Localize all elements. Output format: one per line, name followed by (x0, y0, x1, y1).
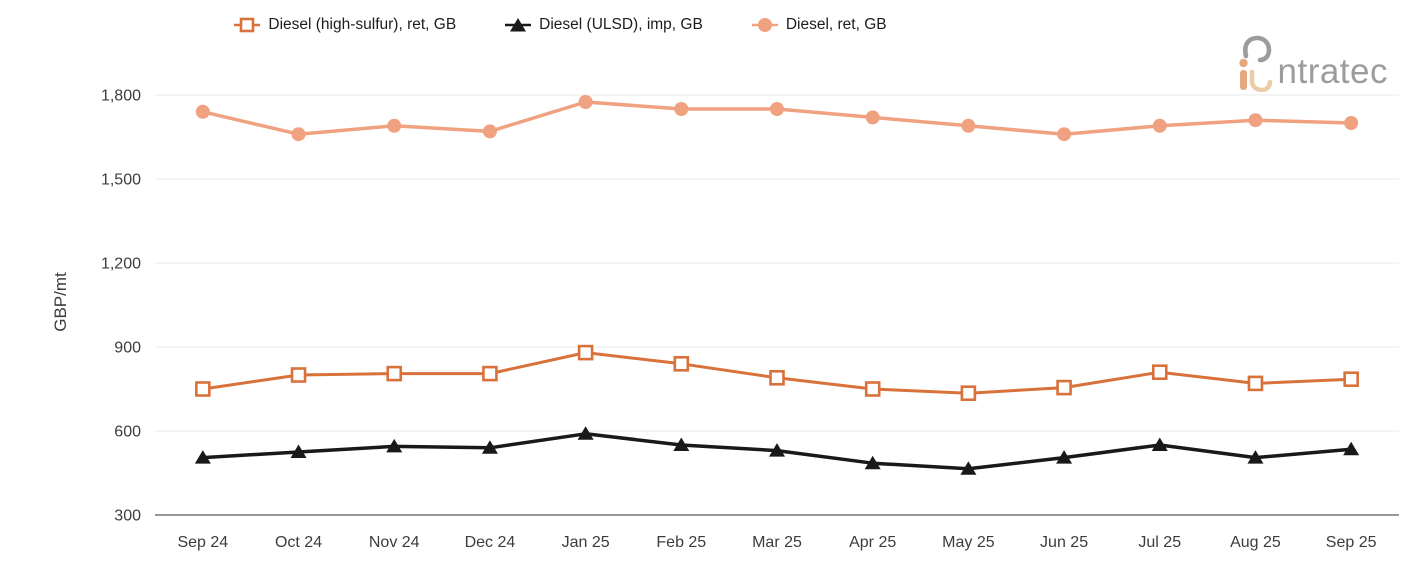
data-point[interactable] (674, 102, 689, 116)
data-point[interactable] (864, 455, 881, 470)
data-point[interactable] (673, 355, 690, 372)
legend-item-diesel-ulsd[interactable]: Diesel (ULSD), imp, GB (504, 16, 703, 34)
y-tick-label: 300 (114, 508, 141, 525)
data-point[interactable] (1248, 113, 1263, 128)
x-tick-label: May 25 (942, 534, 995, 551)
data-point[interactable] (577, 426, 594, 440)
x-tick-label: Apr 25 (849, 534, 896, 551)
y-tick-label: 900 (114, 340, 141, 357)
data-point[interactable] (481, 440, 498, 454)
data-point[interactable] (195, 104, 210, 119)
legend-circle (757, 18, 772, 32)
data-point[interactable] (960, 385, 977, 402)
data-point[interactable] (195, 381, 211, 397)
data-point[interactable] (864, 381, 881, 397)
legend-marker-circle-icon (751, 18, 778, 32)
data-point[interactable] (865, 110, 880, 125)
chart-legend: Diesel (high-sulfur), ret, GB Diesel (UL… (0, 16, 1120, 34)
x-tick-label: Sep 25 (1326, 534, 1377, 551)
data-point[interactable] (1343, 441, 1360, 456)
data-point[interactable] (386, 438, 403, 453)
data-point[interactable] (769, 369, 785, 386)
x-tick-label: Jul 25 (1138, 534, 1181, 551)
intratec-logo-icon (1238, 35, 1272, 92)
data-point[interactable] (290, 367, 307, 383)
x-tick-label: Mar 25 (752, 534, 802, 551)
data-point[interactable] (291, 127, 306, 142)
legend-label: Diesel, ret, GB (785, 16, 887, 33)
legend-triangle (510, 18, 527, 32)
data-point[interactable] (673, 437, 690, 452)
data-point[interactable] (1056, 450, 1073, 464)
x-tick-label: Sep 24 (177, 534, 228, 551)
data-point[interactable] (577, 344, 594, 361)
data-point[interactable] (482, 124, 497, 139)
data-point[interactable] (1152, 118, 1167, 133)
data-point[interactable] (960, 461, 977, 475)
data-point[interactable] (386, 365, 403, 382)
intratec-logo[interactable]: ntratec (1235, 34, 1389, 92)
legend-marker-triangle-icon (505, 18, 532, 32)
x-tick-label: Jan 25 (562, 534, 610, 551)
data-point[interactable] (387, 118, 402, 133)
y-tick-label: 600 (114, 424, 141, 441)
legend-label: Diesel (high-sulfur), ret, GB (268, 16, 457, 33)
legend-square (240, 17, 255, 33)
data-point[interactable] (578, 95, 593, 109)
data-point[interactable] (1247, 375, 1264, 392)
legend-item-diesel-high-sulfur[interactable]: Diesel (high-sulfur), ret, GB (233, 16, 456, 34)
x-tick-label: Dec 24 (465, 534, 516, 551)
legend-label: Diesel (ULSD), imp, GB (539, 16, 703, 33)
y-tick-label: 1,500 (101, 172, 141, 189)
y-tick-label: 1,800 (101, 88, 141, 105)
data-point[interactable] (1344, 116, 1359, 130)
data-point[interactable] (770, 102, 784, 116)
data-point[interactable] (290, 444, 307, 459)
x-tick-label: Nov 24 (369, 534, 420, 551)
y-axis-title: GBP/mt (51, 272, 70, 332)
data-point[interactable] (482, 365, 498, 382)
data-point[interactable] (1057, 127, 1072, 142)
legend-item-diesel-ret[interactable]: Diesel, ret, GB (751, 16, 887, 34)
y-tick-label: 1,200 (101, 256, 141, 273)
x-tick-label: Jun 25 (1040, 534, 1088, 551)
legend-marker-square-icon (234, 17, 261, 33)
data-point[interactable] (1151, 364, 1168, 381)
x-tick-label: Oct 24 (275, 534, 322, 551)
x-tick-label: Aug 25 (1230, 534, 1281, 551)
x-tick-label: Feb 25 (656, 534, 706, 551)
data-point[interactable] (769, 443, 785, 457)
data-point[interactable] (1343, 371, 1359, 388)
data-point[interactable] (1056, 379, 1072, 396)
data-point[interactable] (194, 450, 211, 464)
data-point[interactable] (1151, 437, 1168, 452)
data-point[interactable] (1247, 450, 1264, 464)
data-point[interactable] (961, 118, 976, 133)
logo-text: ntratec (1277, 52, 1388, 91)
